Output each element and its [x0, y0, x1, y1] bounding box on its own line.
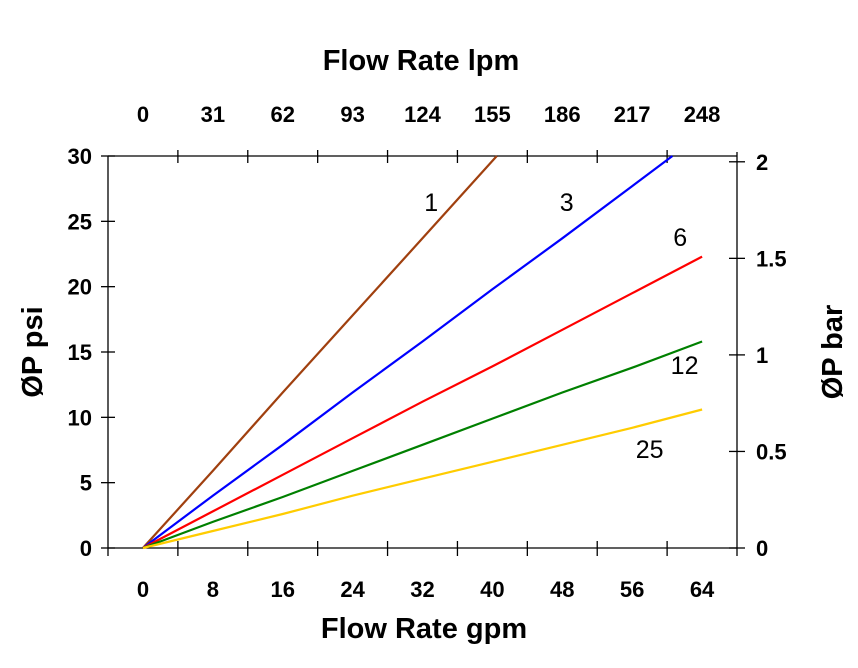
x2-tick-label: 155	[474, 102, 511, 127]
y2-tick-label: 2	[756, 150, 768, 175]
y2-tick-label: 1	[756, 343, 768, 368]
y2-tick-label: 1.5	[756, 246, 787, 271]
tick-labels: 0 8 16 24 32 40 48 56 640 31 62 93 124 155 186 217 24805…	[68, 102, 787, 602]
series-line-12	[142, 340, 703, 550]
y2-tick-label: 0.5	[756, 439, 787, 464]
bottom-axis-title: Flow Rate gpm	[321, 613, 527, 645]
x-tick-label: 16	[270, 577, 294, 602]
axis-ticks	[101, 150, 745, 556]
x-tick-label: 0	[137, 577, 149, 602]
x2-tick-label: 93	[340, 102, 364, 127]
y-tick-label: 15	[68, 340, 92, 365]
x2-tick-label: 31	[201, 102, 225, 127]
x2-tick-label: 248	[684, 102, 721, 127]
series-label-1: 1	[424, 189, 438, 217]
series-label-6: 6	[673, 224, 687, 252]
x2-tick-label: 0	[137, 102, 149, 127]
y2-tick-label: 0	[756, 536, 768, 561]
left-axis-title: ØP psi	[17, 306, 49, 397]
series-line-25	[142, 408, 703, 550]
y-tick-label: 0	[80, 536, 92, 561]
y-tick-label: 20	[68, 275, 92, 300]
series-line-3	[142, 155, 674, 549]
x-tick-label: 64	[690, 577, 715, 602]
y-tick-label: 5	[80, 471, 92, 496]
series-label-25: 25	[636, 436, 664, 464]
x-tick-label: 56	[620, 577, 644, 602]
x2-tick-label: 186	[544, 102, 581, 127]
x-tick-label: 40	[480, 577, 504, 602]
top-axis-title: Flow Rate lpm	[323, 45, 520, 77]
x2-tick-label: 62	[270, 102, 294, 127]
x-tick-label: 8	[207, 577, 219, 602]
y-tick-label: 25	[68, 209, 92, 234]
x2-tick-label: 217	[614, 102, 651, 127]
x-tick-label: 24	[340, 577, 365, 602]
right-axis-title: ØP bar	[817, 305, 849, 400]
y-tick-label: 30	[68, 144, 92, 169]
series-label-12: 12	[671, 352, 699, 380]
plot-frame	[107, 152, 738, 556]
series-line-1	[142, 155, 498, 549]
x2-tick-label: 124	[404, 102, 441, 127]
x-tick-label: 48	[550, 577, 574, 602]
y-tick-label: 10	[68, 405, 92, 430]
x-tick-label: 32	[410, 577, 434, 602]
series-label-3: 3	[560, 189, 574, 217]
series-line-6	[142, 255, 703, 549]
series-lines: 1 3 6 12 25	[142, 155, 703, 550]
